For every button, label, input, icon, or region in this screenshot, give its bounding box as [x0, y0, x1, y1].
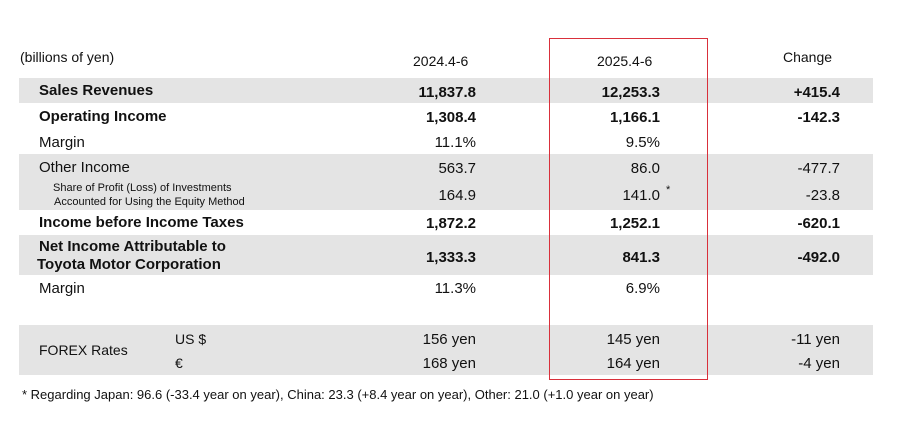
other-income-curr: 86.0 — [630, 160, 660, 177]
sales-change: +415.4 — [793, 84, 840, 101]
margin2-label: Margin — [39, 280, 85, 297]
net-income-label: Net Income Attributable to Toyota Motor … — [37, 238, 226, 274]
sales-label: Sales Revenues — [39, 82, 154, 99]
pretax-change: -620.1 — [797, 215, 840, 232]
net-income-curr: 841.3 — [622, 249, 660, 266]
margin1-label: Margin — [39, 134, 85, 151]
net-income-prev: 1,333.3 — [425, 249, 476, 266]
row-band-net-income — [19, 235, 873, 275]
other-income-label: Other Income — [39, 159, 130, 176]
pretax-curr: 1,252.1 — [609, 215, 660, 232]
forex-usd-change: -11 yen — [791, 331, 840, 348]
net-income-label-line1: Net Income Attributable to — [39, 238, 226, 255]
operating-label: Operating Income — [39, 108, 167, 125]
equity-prev: 164.9 — [438, 187, 476, 204]
row-band-sales — [19, 78, 873, 103]
row-band-forex — [19, 325, 873, 375]
unit-note: (billions of yen) — [20, 49, 115, 65]
column-header-curr: 2025.4-6 — [597, 53, 653, 69]
forex-eur-change: -4 yen — [798, 355, 840, 372]
row-band-other-income — [19, 154, 873, 210]
equity-curr-footnote-mark: * — [666, 184, 671, 196]
operating-change: -142.3 — [797, 109, 840, 126]
column-header-change: Change — [783, 49, 833, 65]
equity-curr: 141.0 — [622, 187, 660, 204]
pretax-label: Income before Income Taxes — [39, 214, 244, 231]
margin1-prev: 11.1% — [434, 134, 476, 151]
footnote: * Regarding Japan: 96.6 (-33.4 year on y… — [22, 387, 654, 402]
equity-change: -23.8 — [805, 187, 840, 204]
forex-label: FOREX Rates — [39, 342, 128, 358]
margin2-curr: 6.9% — [625, 280, 660, 297]
equity-label-line2: Accounted for Using the Equity Method — [54, 196, 245, 208]
net-income-label-line2: Toyota Motor Corporation — [37, 256, 221, 273]
forex-usd-currency: US $ — [175, 331, 207, 347]
equity-label-line1: Share of Profit (Loss) of Investments — [53, 182, 232, 194]
pretax-prev: 1,872.2 — [425, 215, 476, 232]
other-income-change: -477.7 — [797, 160, 840, 177]
margin1-curr: 9.5% — [625, 134, 660, 151]
forex-usd-prev: 156 yen — [422, 331, 476, 348]
current-period-highlight-box — [549, 38, 708, 380]
forex-usd-curr: 145 yen — [606, 331, 660, 348]
sales-prev: 11,837.8 — [418, 84, 476, 101]
forex-eur-currency: € — [175, 355, 183, 371]
operating-prev: 1,308.4 — [425, 109, 476, 126]
operating-curr: 1,166.1 — [609, 109, 660, 126]
forex-eur-prev: 168 yen — [422, 355, 476, 372]
net-income-change: -492.0 — [797, 249, 840, 266]
column-header-prev: 2024.4-6 — [413, 53, 469, 69]
sales-curr: 12,253.3 — [601, 84, 660, 101]
forex-eur-curr: 164 yen — [606, 355, 660, 372]
margin2-prev: 11.3% — [434, 280, 476, 297]
other-income-prev: 563.7 — [438, 160, 476, 177]
equity-label: Share of Profit (Loss) of Investments Ac… — [53, 181, 245, 209]
